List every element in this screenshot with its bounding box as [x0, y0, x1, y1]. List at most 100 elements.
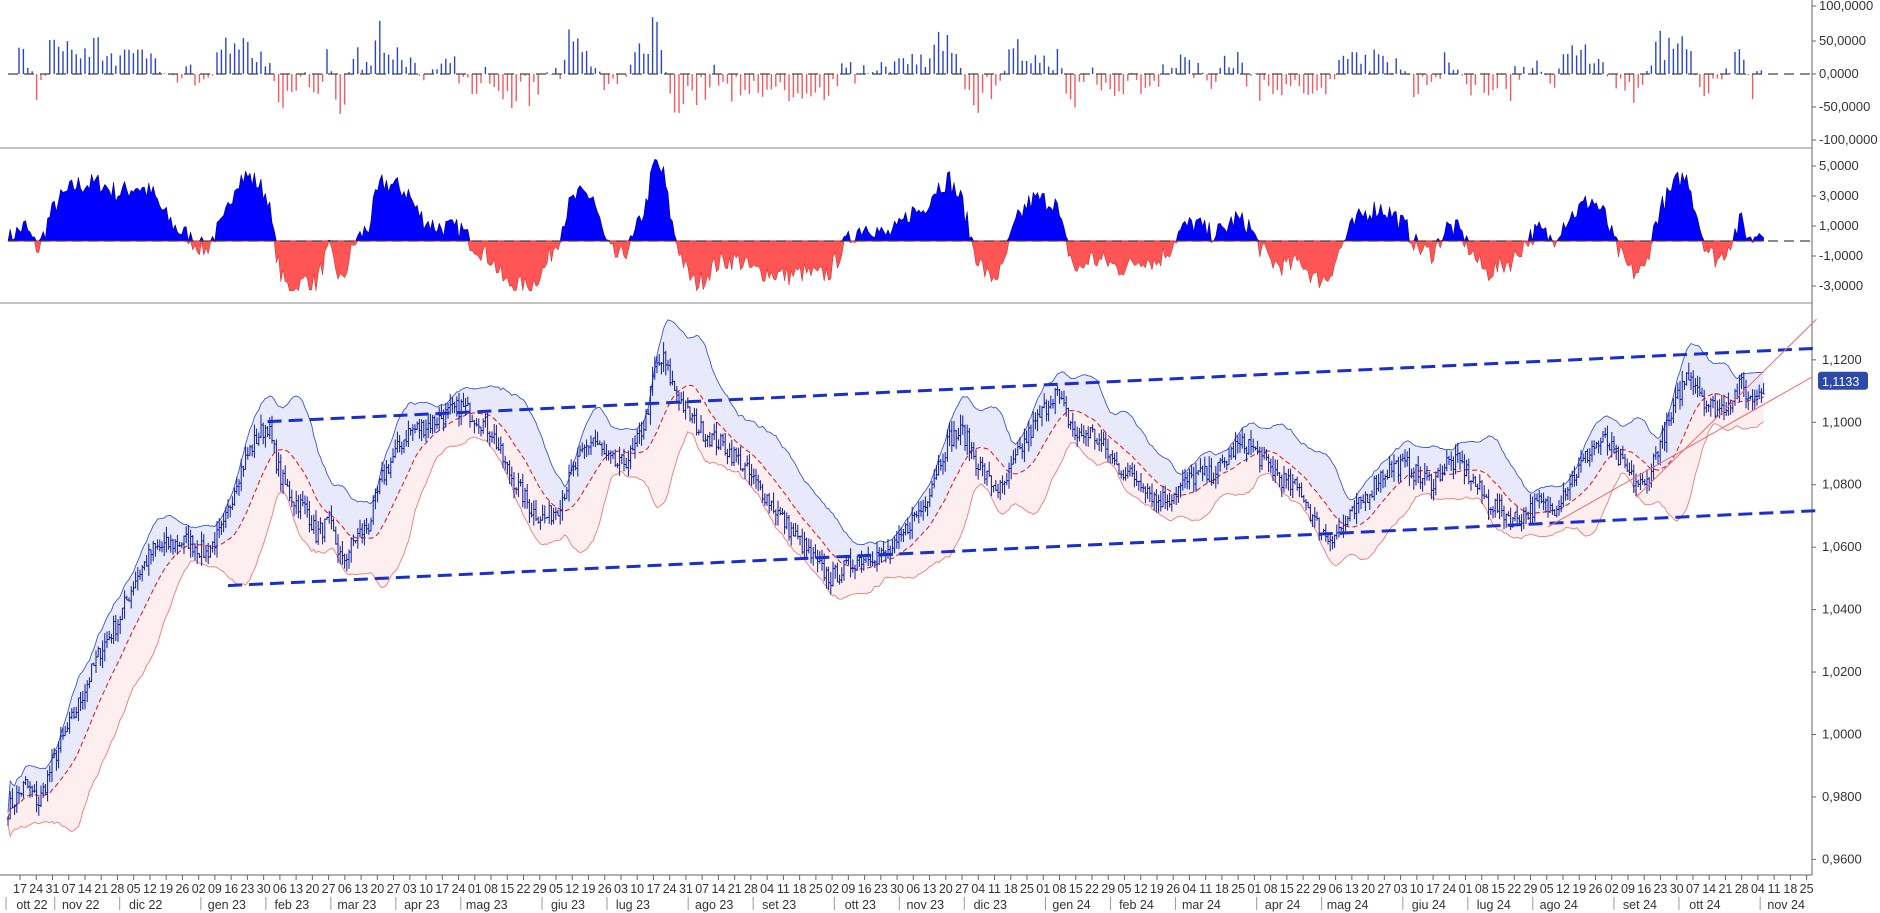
x-tick-label-day: 23 — [874, 882, 888, 896]
y-tick-label-histogram: -50,0000 — [1819, 99, 1870, 114]
x-tick-label-day: 05 — [127, 882, 141, 896]
x-tick-label-day: 16 — [224, 882, 238, 896]
y-tick-label-price: 1,1000 — [1822, 414, 1862, 429]
x-tick-label-day: 21 — [1718, 882, 1732, 896]
x-tick-label-day: 25 — [809, 882, 823, 896]
y-tick-label-histogram: 50,0000 — [1819, 33, 1866, 48]
y-tick-label-histogram: 0,0000 — [1819, 66, 1859, 81]
y-tick-label-price: 1,0000 — [1822, 727, 1862, 742]
x-tick-label-day: 19 — [1150, 882, 1164, 896]
x-tick-label-day: 29 — [1101, 882, 1115, 896]
x-month-label: giu 24 — [1412, 898, 1446, 912]
x-tick-label-day: 04 — [1182, 882, 1196, 896]
x-tick-label-day: 28 — [744, 882, 758, 896]
x-tick-label-day: 27 — [322, 882, 336, 896]
x-tick-label-day: 01 — [1247, 882, 1261, 896]
x-tick-label-day: 24 — [452, 882, 466, 896]
x-month-label: ott 22 — [16, 898, 47, 912]
x-month-label: lug 24 — [1477, 898, 1511, 912]
x-tick-label-day: 19 — [1572, 882, 1586, 896]
x-tick-label-day: 04 — [1751, 882, 1765, 896]
x-tick-label-day: 15 — [1069, 882, 1083, 896]
x-tick-label-day: 04 — [760, 882, 774, 896]
x-tick-label-day: 29 — [533, 882, 547, 896]
x-tick-label-day: 30 — [1670, 882, 1684, 896]
area-positive — [7, 158, 1764, 242]
oscillator-area-panel — [7, 158, 1812, 292]
x-tick-label-day: 29 — [1312, 882, 1326, 896]
x-tick-label-day: 17 — [435, 882, 449, 896]
last-price-badge: 1,1133 — [1818, 371, 1868, 390]
y-tick-label-price: 0,9600 — [1822, 851, 1862, 866]
x-tick-label-day: 23 — [240, 882, 254, 896]
x-tick-label-day: 05 — [1118, 882, 1132, 896]
x-month-label: gen 24 — [1052, 898, 1090, 912]
x-month-label: nov 24 — [1767, 898, 1805, 912]
x-month-label: nov 23 — [907, 898, 945, 912]
y-tick-label-area: -3,0000 — [1819, 278, 1863, 293]
x-tick-label-day: 28 — [110, 882, 124, 896]
trend-line-lower — [1547, 376, 1813, 528]
x-tick-label-day: 08 — [1053, 882, 1067, 896]
bollinger-upper-line — [7, 319, 1764, 813]
x-tick-label-day: 27 — [387, 882, 401, 896]
y-tick-label-area: 3,0000 — [1819, 188, 1859, 203]
x-tick-label-day: 16 — [1637, 882, 1651, 896]
x-tick-label-day: 26 — [175, 882, 189, 896]
y-tick-label-price: 1,0800 — [1822, 477, 1862, 492]
x-tick-label-day: 02 — [1605, 882, 1619, 896]
x-tick-label-day: 02 — [825, 882, 839, 896]
x-tick-label-day: 12 — [565, 882, 579, 896]
x-tick-label-day: 05 — [1540, 882, 1554, 896]
x-tick-label-day: 22 — [1085, 882, 1099, 896]
x-tick-label-day: 21 — [728, 882, 742, 896]
x-tick-label-day: 24 — [29, 882, 43, 896]
x-tick-label-day: 24 — [663, 882, 677, 896]
x-tick-label-day: 03 — [1394, 882, 1408, 896]
x-tick-label-day: 18 — [793, 882, 807, 896]
last-price-badge-bg — [1818, 371, 1868, 390]
x-tick-label-day: 12 — [143, 882, 157, 896]
y-tick-label-histogram: 100,0000 — [1819, 0, 1873, 13]
x-tick-label-day: 29 — [1524, 882, 1538, 896]
x-tick-label-day: 25 — [1020, 882, 1034, 896]
x-tick-label-day: 15 — [1491, 882, 1505, 896]
x-tick-label-day: 13 — [354, 882, 368, 896]
x-month-label: feb 24 — [1119, 898, 1154, 912]
x-tick-label-day: 09 — [841, 882, 855, 896]
x-tick-label-day: 31 — [46, 882, 60, 896]
x-tick-label-day: 01 — [1036, 882, 1050, 896]
x-month-label: mag 23 — [466, 898, 508, 912]
x-tick-label-day: 20 — [305, 882, 319, 896]
y-tick-label-price: 1,0200 — [1822, 664, 1862, 679]
x-tick-label-day: 02 — [192, 882, 206, 896]
x-month-label: mar 24 — [1182, 898, 1221, 912]
area-negative — [8, 240, 1764, 292]
bollinger-lower-line — [7, 421, 1764, 838]
y-tick-label-price: 0,9800 — [1822, 789, 1862, 804]
x-month-label: ago 24 — [1540, 898, 1578, 912]
price-panel — [6, 318, 1818, 838]
x-tick-label-day: 27 — [955, 882, 969, 896]
x-tick-label-day: 31 — [679, 882, 693, 896]
x-tick-label-day: 25 — [1231, 882, 1245, 896]
x-tick-label-day: 30 — [890, 882, 904, 896]
x-month-label: feb 23 — [274, 898, 309, 912]
x-month-label: apr 24 — [1265, 898, 1300, 912]
x-month-label: lug 23 — [616, 898, 650, 912]
x-tick-label-day: 19 — [582, 882, 596, 896]
x-tick-label-day: 26 — [598, 882, 612, 896]
x-tick-label-day: 10 — [630, 882, 644, 896]
x-tick-label-day: 06 — [273, 882, 287, 896]
x-tick-label-day: 20 — [1361, 882, 1375, 896]
x-month-label: giu 23 — [551, 898, 585, 912]
x-tick-label-day: 12 — [1134, 882, 1148, 896]
x-tick-label-day: 08 — [1475, 882, 1489, 896]
x-tick-label-day: 24 — [1442, 882, 1456, 896]
x-tick-label-day: 17 — [1426, 882, 1440, 896]
x-tick-label-day: 20 — [939, 882, 953, 896]
x-tick-label-day: 06 — [338, 882, 352, 896]
x-tick-label-day: 30 — [257, 882, 271, 896]
x-tick-label-day: 16 — [858, 882, 872, 896]
